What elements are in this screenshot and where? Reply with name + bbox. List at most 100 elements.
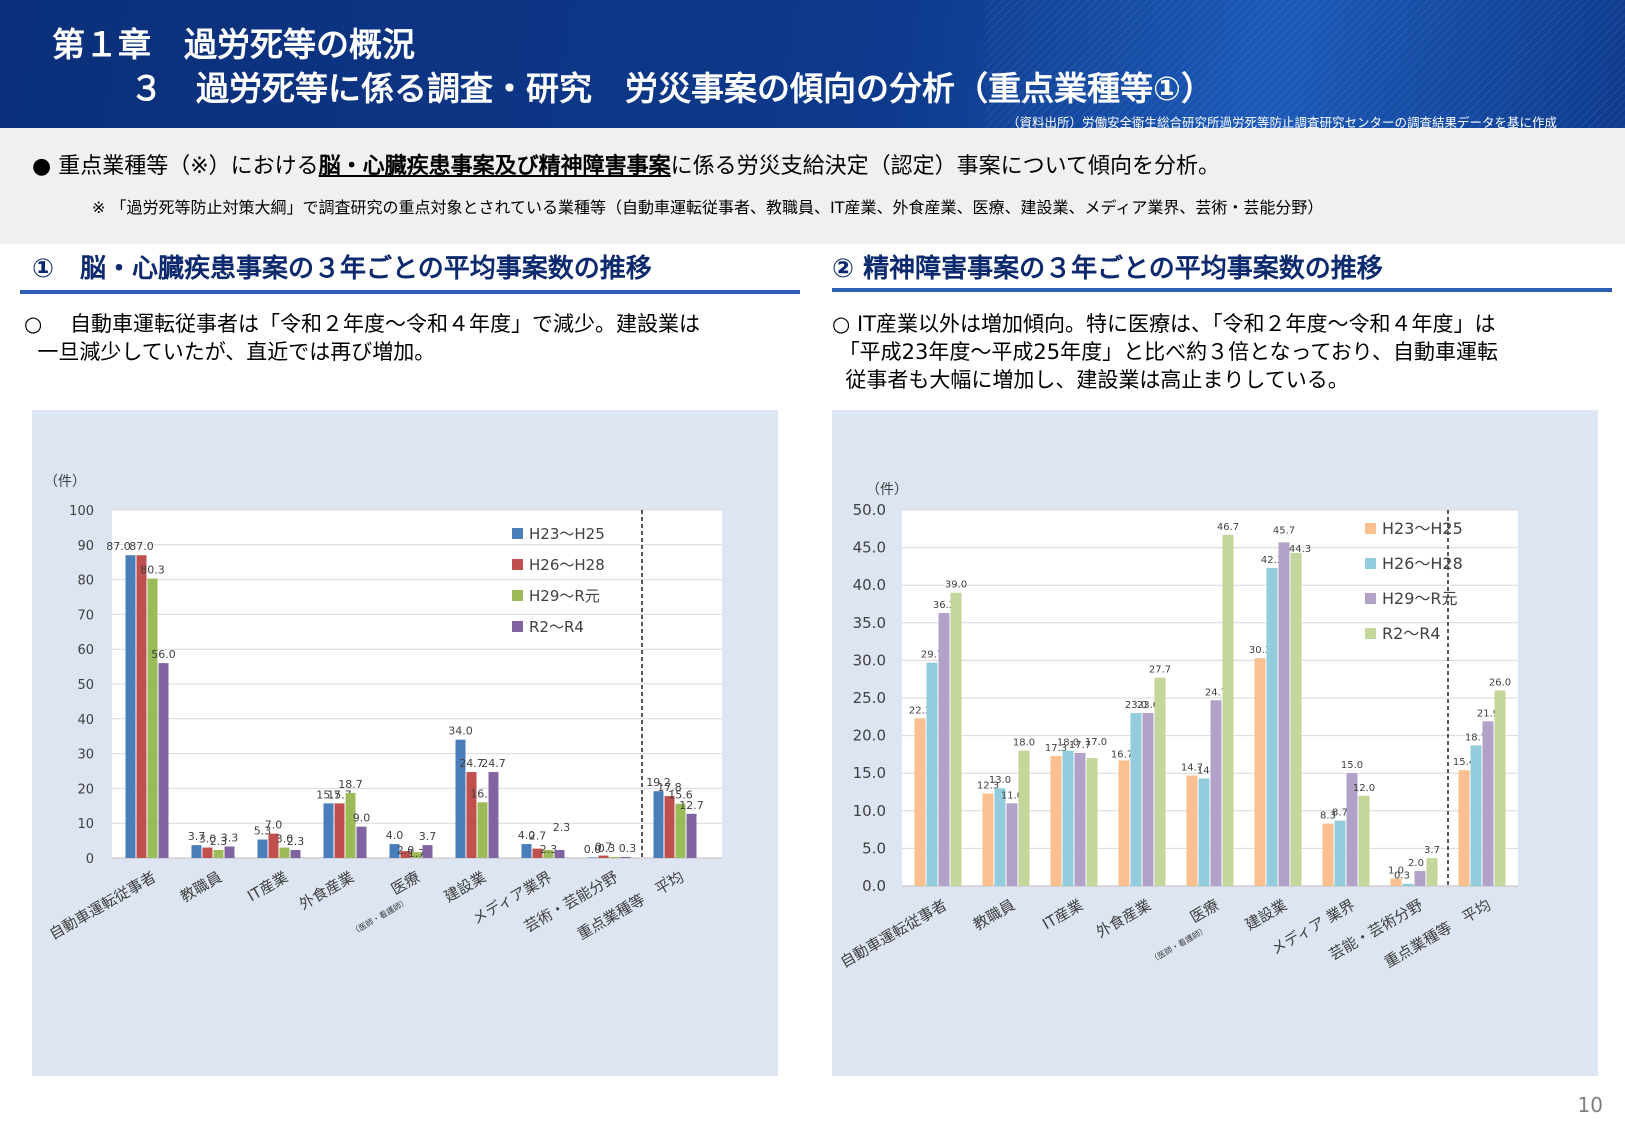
- data-label: 24.7: [459, 757, 484, 770]
- bar: [1086, 758, 1098, 886]
- data-label: 36.3: [933, 600, 955, 611]
- data-label: 4.0: [386, 829, 404, 842]
- data-label: 18.7: [338, 778, 363, 791]
- data-label: 17.3: [1045, 743, 1067, 754]
- y-tick-label: 20: [77, 782, 94, 797]
- data-label: 15.7: [316, 788, 341, 801]
- data-label: 4.0: [518, 829, 536, 842]
- data-label: 1.7: [408, 847, 426, 860]
- category-sublabel: （医師・看護師）: [1149, 924, 1209, 965]
- bar: [1278, 542, 1290, 886]
- bar: [191, 845, 202, 858]
- left-section-description: ○ 自動車運転従事者は「令和２年度～令和４年度」で減少。建設業は 一旦減少してい…: [24, 312, 700, 364]
- bar: [982, 793, 994, 886]
- data-label: 16.7: [1111, 749, 1133, 760]
- bar: [1414, 870, 1426, 886]
- y-tick-label: 35.0: [853, 614, 886, 632]
- category-label-group: IT産業: [1039, 896, 1086, 933]
- bar: [1254, 658, 1266, 886]
- legend-label: R2～R4: [529, 618, 584, 636]
- y-tick-label: 0.0: [862, 877, 886, 895]
- left-section-title: ① 脳・心臓疾患事案の３年ごとの平均事案数の推移: [32, 254, 652, 284]
- y-tick-label: 100: [69, 504, 94, 519]
- bar: [1210, 700, 1222, 886]
- legend-label: H23～H25: [1382, 519, 1463, 538]
- data-label: 24.7: [481, 757, 506, 770]
- bar: [389, 844, 400, 858]
- legend-swatch: [512, 528, 523, 539]
- y-tick-label: 20.0: [853, 727, 886, 745]
- bar: [1050, 755, 1062, 886]
- category-label-group: 外食産業: [296, 868, 357, 914]
- bar: [686, 813, 697, 858]
- bar: [202, 847, 213, 858]
- data-label: 0.0: [584, 843, 602, 856]
- legend-swatch: [1365, 593, 1376, 604]
- data-label: 24.7: [1205, 687, 1227, 698]
- data-label: 7.0: [265, 819, 283, 832]
- right-section-title: ② 精神障害事案の３年ごとの平均事案数の推移: [832, 254, 1383, 284]
- data-label: 2.0: [1408, 858, 1424, 869]
- intro-summary: ● 重点業種等（※）における脳・心臓疾患事案及び精神障害事案に係る労災支給決定（…: [32, 148, 1220, 180]
- bar: [1222, 534, 1234, 886]
- data-label: 3.7: [188, 830, 206, 843]
- chapter-title: 第１章 過労死等の概況: [52, 25, 415, 64]
- category-label-group: 教職員: [177, 868, 225, 906]
- bar: [1006, 803, 1018, 886]
- intro-text-emphasis: 脳・心臓疾患事案及び精神障害事案: [318, 154, 671, 179]
- bar: [994, 788, 1006, 886]
- category-label-group: 外食産業: [1093, 896, 1154, 942]
- y-tick-label: 70: [77, 608, 94, 623]
- bar: [147, 578, 158, 858]
- category-label-group: 教職員: [970, 896, 1018, 934]
- data-label: 34.0: [448, 725, 473, 738]
- bar: [158, 663, 169, 858]
- bar: [334, 803, 345, 858]
- data-label: 87.0: [106, 540, 131, 553]
- y-tick-label: 25.0: [853, 689, 886, 707]
- bar: [1154, 677, 1166, 886]
- data-label: 39.0: [945, 580, 967, 591]
- data-label: 12.3: [977, 781, 999, 792]
- right-section-description: ○ IT産業以外は増加傾向。特に医療は、「令和２年度～令和４年度」は 「平成23…: [832, 312, 1498, 392]
- bar: [1482, 721, 1494, 886]
- bar: [400, 851, 411, 858]
- legend-label: H26～H28: [1382, 554, 1463, 573]
- category-label: 建設業: [1242, 896, 1290, 934]
- category-label-group: 自動車運転従事者: [46, 868, 159, 944]
- bar: [620, 856, 631, 858]
- data-label: 9.0: [353, 812, 371, 825]
- bar: [1118, 760, 1130, 886]
- data-label: 0.3: [598, 842, 616, 855]
- data-label: 14.3: [1197, 765, 1219, 776]
- bar: [224, 846, 235, 858]
- bar: [136, 555, 147, 858]
- category-label-group: IT産業: [244, 868, 291, 905]
- bar: [532, 848, 543, 858]
- y-tick-label: 50: [77, 678, 94, 693]
- bar: [1290, 552, 1302, 886]
- legend-swatch: [512, 590, 523, 601]
- bar: [587, 857, 598, 858]
- intro-note: ※ 「過労死等防止対策大綱」で調査研究の重点対象とされている業種等（自動車運転従…: [92, 198, 1324, 217]
- legend-swatch: [512, 559, 523, 570]
- y-unit-label: （件）: [44, 474, 86, 490]
- bar: [521, 844, 532, 858]
- data-label: 26.0: [1489, 677, 1511, 688]
- legend-swatch: [1365, 628, 1376, 639]
- data-label: 1.0: [1388, 865, 1404, 876]
- data-label: 2.3: [210, 835, 228, 848]
- bar: [609, 856, 620, 858]
- data-label: 27.7: [1149, 665, 1171, 676]
- category-label: 外食産業: [1093, 896, 1154, 942]
- y-tick-label: 50.0: [853, 501, 886, 519]
- bar: [279, 847, 290, 858]
- data-label: 3.7: [1424, 845, 1440, 856]
- intro-text-before: 重点業種等（※）における: [58, 154, 319, 179]
- bar: [543, 849, 554, 858]
- category-label: 医療: [1187, 896, 1222, 927]
- data-label: 3.3: [221, 832, 239, 845]
- y-tick-label: 45.0: [853, 539, 886, 557]
- data-label: 23.0: [1137, 700, 1159, 711]
- data-label: 44.3: [1289, 544, 1311, 555]
